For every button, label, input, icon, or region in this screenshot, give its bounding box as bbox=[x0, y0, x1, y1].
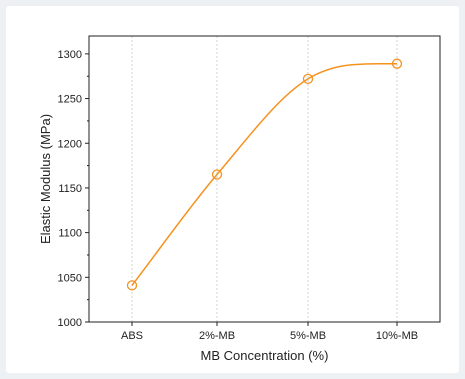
x-tick-label-ABS: ABS bbox=[121, 330, 143, 342]
data-point-2%-MB bbox=[211, 169, 223, 180]
y-tick-label: 1000 bbox=[58, 317, 82, 329]
y-tick-label: 1150 bbox=[58, 183, 82, 195]
data-points bbox=[126, 58, 403, 291]
y-tick-label: 1300 bbox=[58, 49, 82, 61]
y-tick-label: 1200 bbox=[58, 138, 82, 150]
y-axis: 1000 1050 1100 1150 1200 1250 1300 bbox=[58, 49, 89, 329]
x-tick-label-2%-MB: 2%-MB bbox=[199, 330, 235, 342]
chart-card: 1000 1050 1100 1150 1200 1250 1300 ABS 2%-MB 5%-… bbox=[6, 6, 459, 373]
line-chart: 1000 1050 1100 1150 1200 1250 1300 ABS 2%-MB 5%-… bbox=[38, 35, 441, 363]
x-tick-label-5%-MB: 5%-MB bbox=[290, 330, 326, 342]
gridlines bbox=[131, 36, 398, 322]
data-point-ABS bbox=[126, 280, 138, 291]
y-tick-label: 1100 bbox=[58, 228, 82, 240]
y-tick-label: 1050 bbox=[58, 272, 82, 284]
plot-area-frame bbox=[88, 35, 441, 323]
x-axis: ABS 2%-MB 5%-MB 10%-MB bbox=[121, 322, 418, 342]
x-tick-label-10%-MB: 10%-MB bbox=[376, 330, 418, 342]
data-point-5%-MB bbox=[302, 73, 314, 85]
y-axis-title: Elastic Modulus (MPa) bbox=[38, 114, 53, 244]
y-tick-label: 1250 bbox=[58, 94, 82, 106]
data-point-10%-MB bbox=[391, 58, 403, 69]
fit-curve bbox=[131, 62, 398, 286]
x-axis-title: MB Concentration (%) bbox=[201, 348, 329, 363]
